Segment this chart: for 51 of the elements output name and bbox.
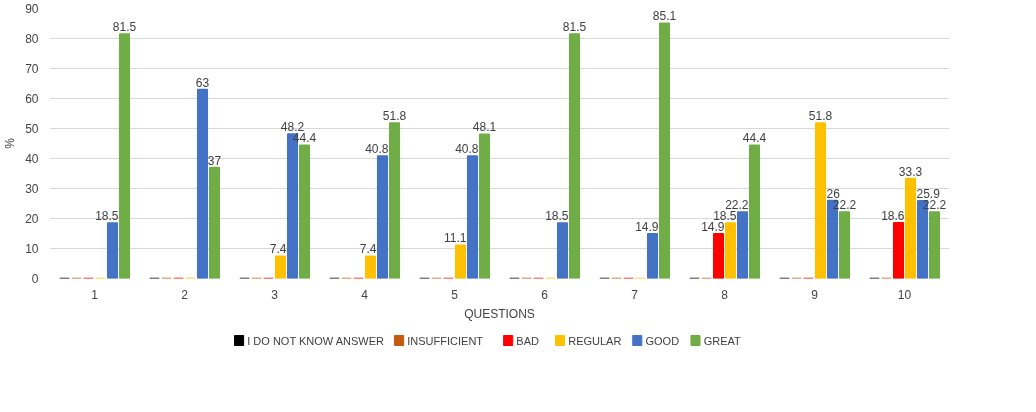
data-label: 51.8 (382, 109, 407, 124)
x-tick-label: 5 (451, 287, 459, 302)
legend-label: I DO NOT KNOW ANSWER (247, 334, 384, 347)
data-label: 48.1 (472, 120, 497, 135)
data-label: 81.5 (112, 20, 137, 34)
y-tick-label: 70 (25, 62, 39, 76)
data-label: 11.1 (444, 231, 467, 246)
x-tick-label: 6 (541, 287, 549, 302)
data-label: 22.2 (725, 197, 749, 212)
y-tick-label: 0 (31, 272, 39, 286)
y-tick-label: 60 (25, 92, 39, 106)
x-tick-label: 8 (721, 287, 729, 302)
data-label: 81.5 (562, 20, 587, 34)
legend-label: BAD (516, 334, 540, 347)
legend-label: GOOD (645, 334, 680, 347)
data-label: 18.5 (95, 209, 119, 223)
data-label: 51.8 (808, 109, 833, 124)
data-label: 7.4 (269, 242, 287, 257)
data-label: 63 (195, 75, 210, 90)
x-tick-label: 7 (631, 287, 639, 302)
legend-label: REGULAR (568, 334, 622, 347)
x-axis-title: QUESTIONS (464, 306, 535, 321)
data-label: 18.5 (545, 209, 569, 223)
data-label: 33.3 (898, 164, 923, 179)
data-label: 44.4 (742, 131, 767, 146)
data-label: 25.9 (916, 186, 941, 201)
x-tick-label: 10 (897, 287, 912, 302)
data-label: 18.6 (881, 208, 905, 223)
x-tick-label: 3 (271, 287, 279, 302)
data-label: 37 (207, 153, 222, 168)
data-label: 40.8 (455, 142, 479, 157)
y-tick-label: 20 (25, 212, 39, 226)
data-label: 40.8 (365, 142, 389, 157)
y-tick-label: 30 (25, 182, 39, 196)
y-tick-label: 90 (25, 2, 39, 16)
x-tick-label: 1 (91, 287, 99, 302)
x-tick-label: 4 (361, 287, 369, 302)
y-tick-label: 50 (25, 122, 39, 136)
data-label: 48.2 (280, 119, 305, 134)
x-tick-label: 9 (811, 287, 819, 302)
y-tick-label: 10 (25, 242, 39, 256)
data-label: 7.4 (359, 242, 377, 257)
y-tick-label: 40 (25, 152, 39, 166)
data-label: 85.1 (652, 9, 677, 24)
legend-label: GREAT (703, 334, 742, 347)
x-tick-label: 2 (181, 287, 189, 302)
y-axis-title: % (3, 137, 18, 149)
data-label: 14.9 (635, 219, 659, 234)
data-label: 26 (826, 186, 841, 201)
legend-label: INSUFFICIENT (407, 334, 484, 347)
y-tick-label: 80 (25, 32, 39, 46)
